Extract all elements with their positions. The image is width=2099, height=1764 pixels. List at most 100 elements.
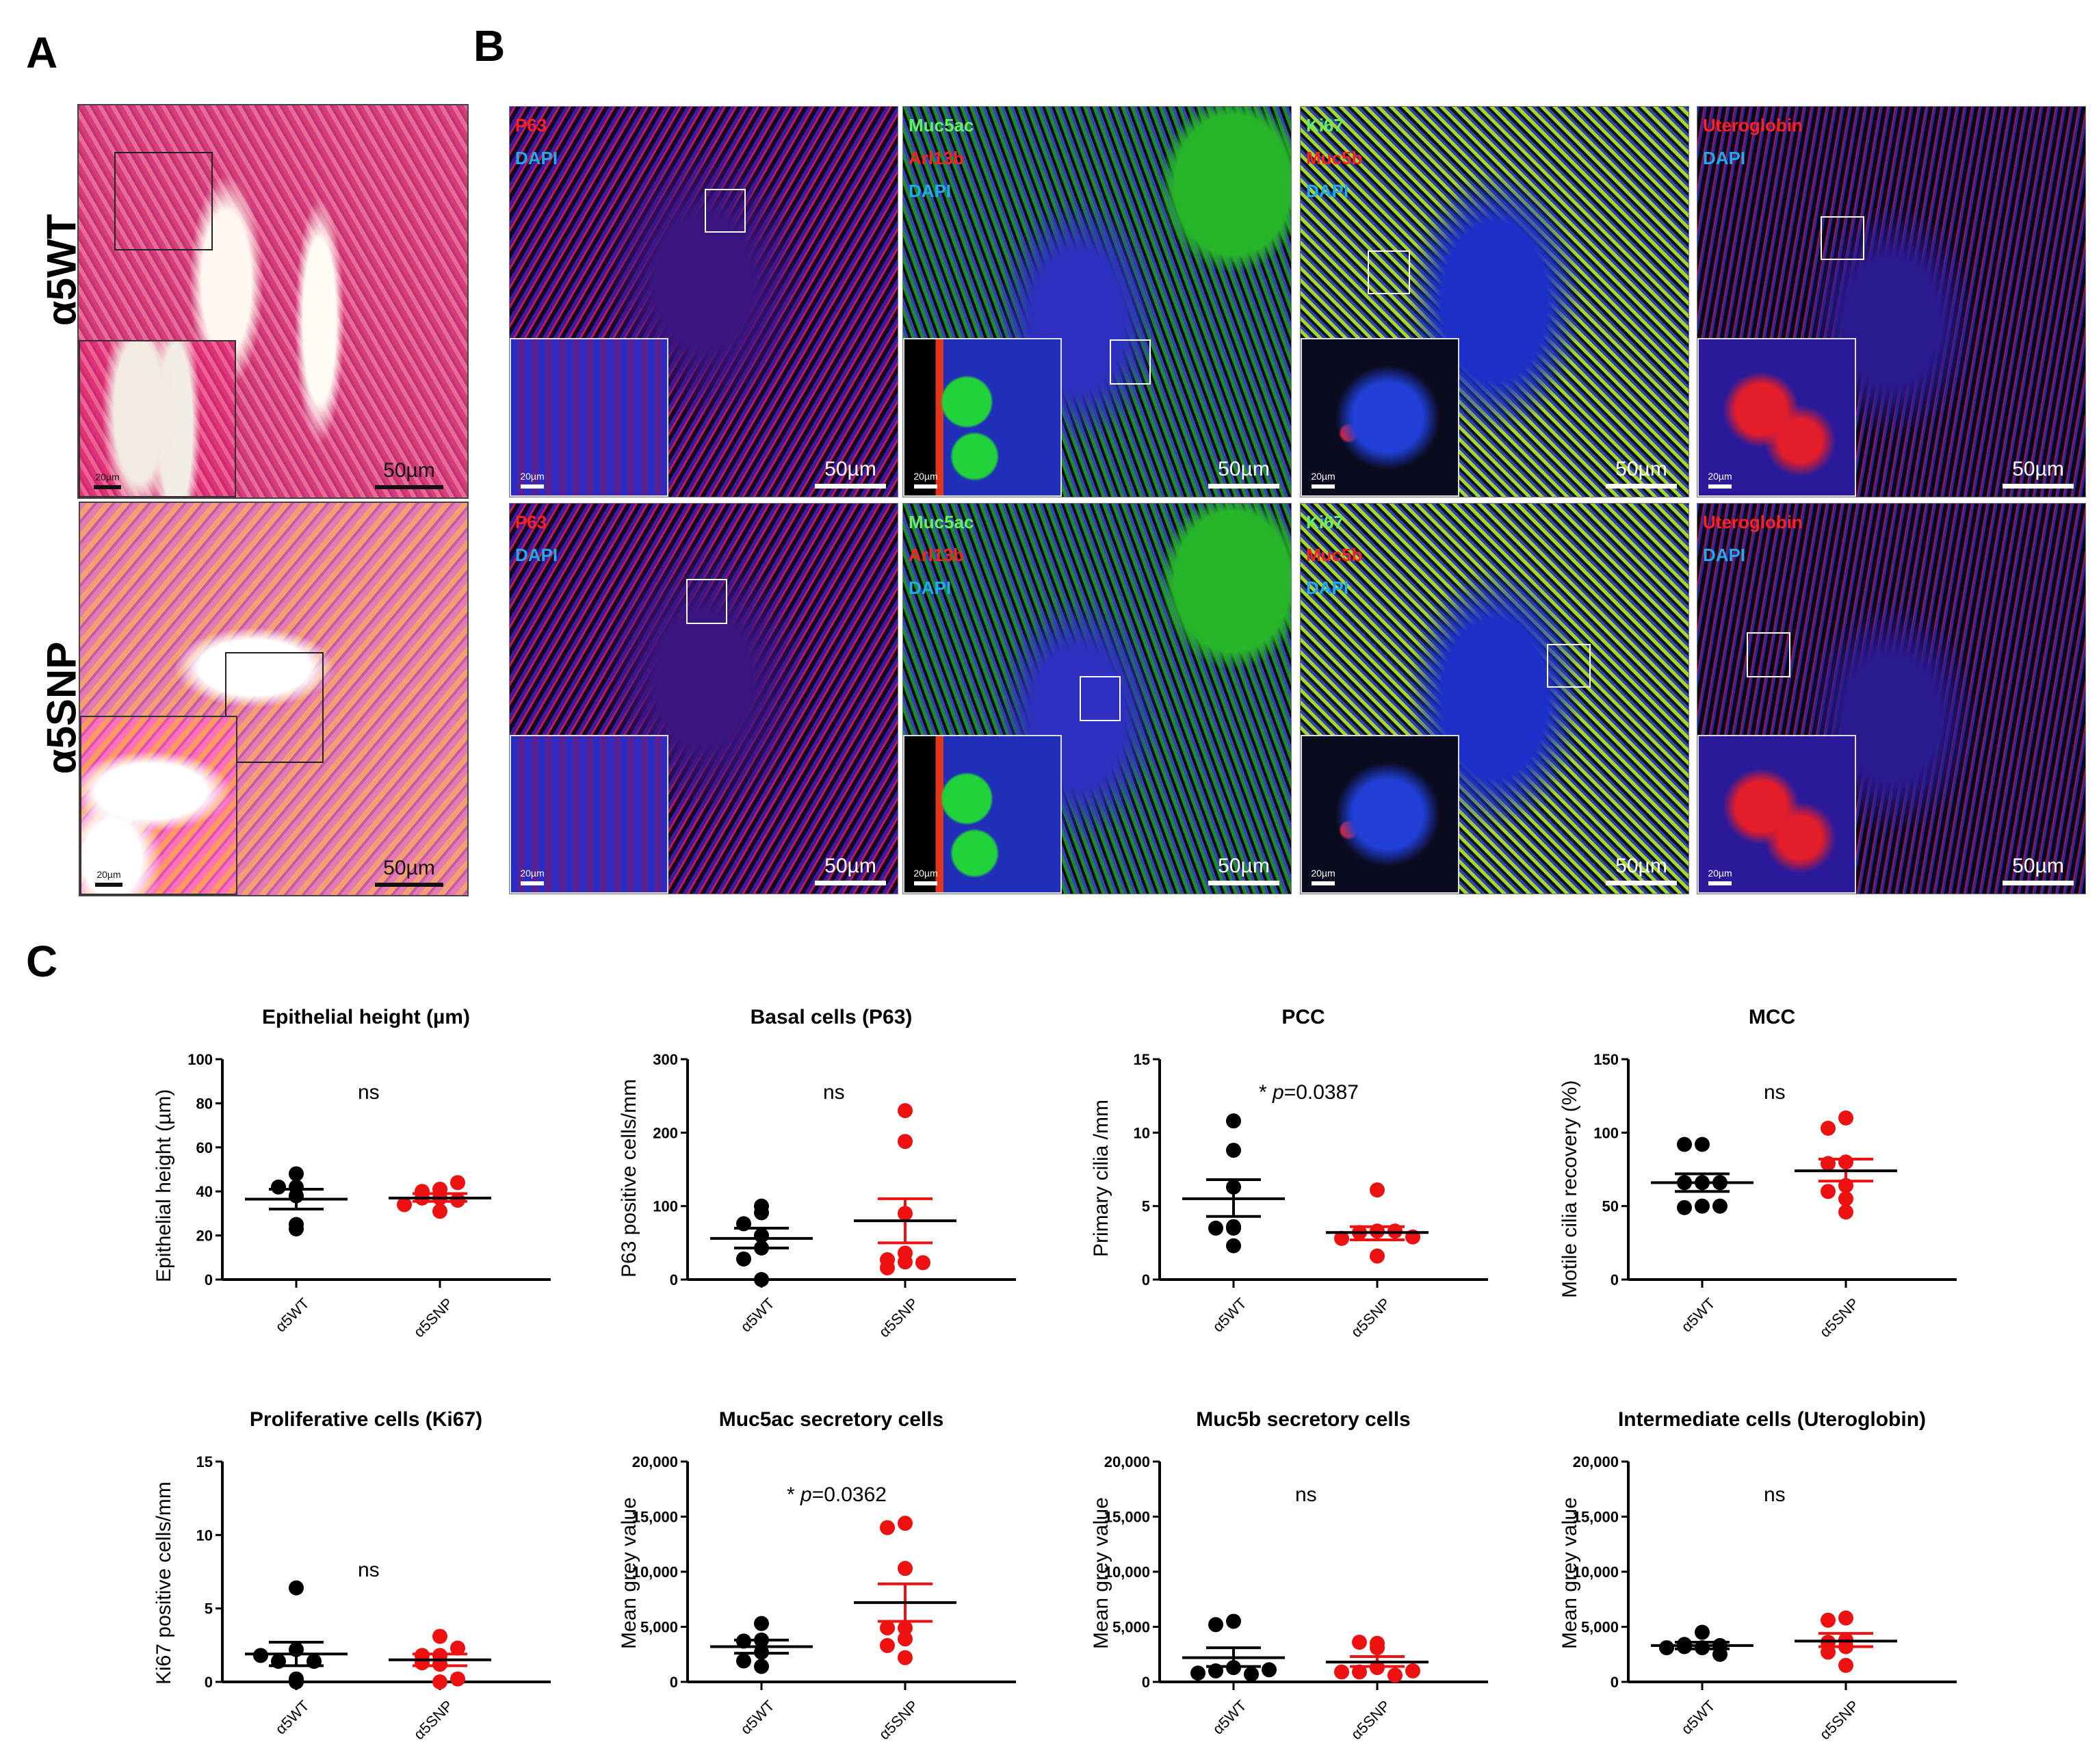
chart-basal-cells-p63: Basal cells (P63) 0 100 200 300 P63 positive … [605, 1006, 1030, 1362]
y-tick-label: 5,000 [1581, 1619, 1619, 1636]
scale-bar-small: 20µm [515, 471, 549, 489]
scale-bar-small: 20µm [87, 471, 128, 489]
y-tick-label: 20,000 [1104, 1453, 1150, 1470]
magnified-inset [510, 338, 668, 497]
roi-box [114, 152, 213, 250]
y-tick-label: 15,000 [632, 1509, 678, 1526]
data-point [271, 1179, 286, 1195]
data-point [432, 1674, 447, 1689]
data-point [1370, 1182, 1385, 1198]
data-point [397, 1197, 412, 1212]
scale-bar-large: 50µm [371, 857, 447, 887]
stain-label: Ki67 [1306, 512, 1344, 532]
y-tick-label: 0 [205, 1674, 213, 1691]
significance-annotation: ns [1764, 1483, 1786, 1506]
if-image-muc5ac-wt: Muc5ac Arl13b DAPI 20µm 50µm [902, 106, 1292, 497]
data-point [1838, 1204, 1853, 1220]
y-tick-label: 10 [196, 1527, 213, 1544]
scale-bar-large: 50µm [1604, 855, 1679, 885]
stain-label: Ki67 [1306, 115, 1344, 135]
data-point [880, 1637, 895, 1653]
significance-annotation: ns [1764, 1081, 1786, 1104]
stain-label: Muc5ac [909, 115, 974, 135]
y-tick-label: 0 [1611, 1271, 1619, 1288]
chart-title: Muc5b secretory cells [1196, 1408, 1411, 1431]
data-point [1226, 1143, 1241, 1158]
scale-bar-large: 50µm [2000, 855, 2076, 885]
data-point [432, 1204, 447, 1219]
scale-label: 50µm [1218, 458, 1270, 480]
panel-letter-c: C [26, 937, 58, 986]
y-tick-label: 0 [670, 1674, 678, 1691]
data-point [736, 1251, 751, 1267]
y-tick-label: 100 [187, 1051, 213, 1068]
y-axis-label: Epithelial height (µm) [153, 1089, 175, 1282]
roi-box [1747, 632, 1790, 677]
if-image-ki67-snp: Ki67 Muc5b DAPI 20µm 50µm [1300, 503, 1689, 894]
stain-label: Arl13b [909, 148, 964, 168]
y-tick-label: 5,000 [1112, 1619, 1150, 1636]
y-axis-label: P63 positive cells/mm [618, 1078, 640, 1277]
data-point [1677, 1199, 1692, 1215]
scale-bar-small: 20µm [909, 471, 943, 489]
data-point [1244, 1666, 1259, 1682]
y-tick-label: 80 [196, 1095, 213, 1112]
significance-annotation: ns [358, 1081, 380, 1104]
data-point [289, 1671, 304, 1687]
y-axis-label: Mean grey value [618, 1496, 640, 1649]
roi-box [705, 189, 746, 233]
data-point [450, 1175, 465, 1191]
data-point [1190, 1665, 1205, 1681]
scale-bar-small: 20µm [1306, 471, 1340, 489]
y-tick-label: 15,000 [1104, 1509, 1150, 1526]
stain-label: Uteroglobin [1703, 115, 1803, 135]
stain-label: DAPI [1703, 545, 1746, 565]
scale-label: 20µm [913, 868, 938, 879]
y-axis-label: Motile cilia recovery (%) [1559, 1080, 1581, 1298]
y-tick-label: 15,000 [1573, 1509, 1619, 1526]
panel-letter-a: A [26, 28, 58, 77]
data-point [1821, 1184, 1836, 1199]
magnified-inset [1301, 735, 1459, 894]
scale-bar-small: 20µm [88, 869, 129, 887]
chart-title: Epithelial height (µm) [262, 1006, 470, 1028]
data-point [1387, 1668, 1403, 1683]
data-point [289, 1166, 304, 1182]
stain-label: P63 [515, 512, 547, 532]
stain-label: Muc5ac [909, 512, 974, 532]
chart-intermediate-cells-uteroglobin: Intermediate cells (Uteroglobin) 0 5,000 10… [1546, 1408, 1970, 1764]
data-point [415, 1655, 430, 1671]
he-image-wt: 20µm 50µm [77, 104, 469, 499]
scale-label: 20µm [1708, 471, 1732, 482]
roi-box [225, 652, 324, 763]
data-point [450, 1671, 465, 1687]
significance-annotation: ns [358, 1559, 380, 1581]
y-tick-label: 40 [196, 1183, 213, 1200]
significance-annotation: ns [1295, 1483, 1317, 1506]
chart-pcc: PCC 0 5 10 15 Primary cilia /mm * p=0.0387 α5WT… [1078, 1006, 1502, 1362]
data-point [289, 1217, 304, 1232]
data-point [898, 1631, 913, 1647]
y-tick-label: 20 [196, 1228, 213, 1245]
data-point [1226, 1113, 1241, 1129]
data-point [898, 1516, 913, 1531]
magnified-inset [1697, 735, 1856, 894]
he-inset-wt [79, 340, 236, 497]
data-point [880, 1520, 895, 1535]
y-tick-label: 300 [653, 1051, 678, 1068]
y-tick-label: 20,000 [1573, 1453, 1619, 1470]
y-tick-label: 20,000 [632, 1453, 678, 1470]
significance-annotation: * p=0.0362 [787, 1483, 887, 1506]
chart-muc5ac-secretory-cells: Muc5ac secretory cells 0 5,000 10,000 15,000… [605, 1408, 1030, 1764]
data-point [1208, 1220, 1223, 1236]
y-tick-label: 5 [1142, 1198, 1150, 1215]
y-axis-label: Ki67 positive cells/mm [153, 1481, 175, 1685]
chart-title: Proliferative cells (Ki67) [249, 1408, 483, 1431]
roi-box [1821, 216, 1864, 260]
roi-box [686, 579, 727, 624]
data-point [915, 1255, 930, 1271]
if-image-muc5ac-snp: Muc5ac Arl13b DAPI 20µm 50µm [902, 503, 1292, 894]
scale-bar-large: 50µm [813, 855, 888, 885]
scale-bar-small: 20µm [1703, 868, 1737, 885]
data-point [1262, 1662, 1277, 1678]
